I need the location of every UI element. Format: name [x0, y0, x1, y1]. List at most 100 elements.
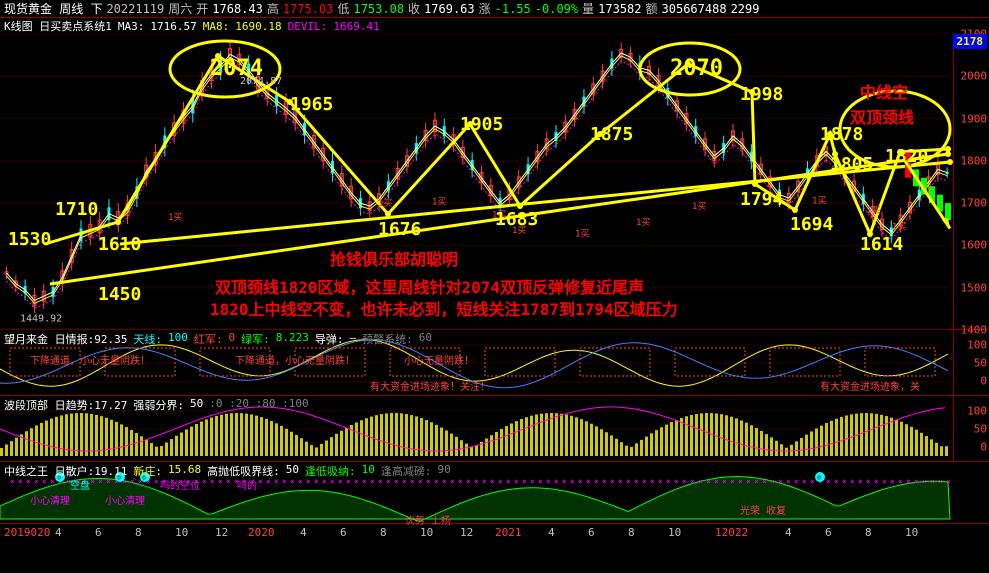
svg-text:×: × [754, 477, 759, 486]
panel1-note: 下降通道，小心无量阴跌！ [235, 352, 355, 367]
svg-text:×: × [450, 477, 455, 486]
svg-text:×: × [490, 477, 495, 486]
svg-text:×: × [722, 477, 727, 486]
indicator-panel-3[interactable]: 中线之王 日散户:19.11 新庄:15.68 高抛低吸界线:50 逢低吸纳:1… [0, 462, 989, 524]
weekday: 周六 [168, 0, 192, 17]
panel1-header: 望月来金 日情报:92.35 天线:100 红军:0 绿军:8.223 导弹:—… [4, 331, 432, 347]
indicator-panel-2[interactable]: 波段顶部 日趋势:17.27 强弱分界:50 :0 :20 :80 :100 1… [0, 396, 989, 462]
indicator-header-main: K线图 日买卖点系统1 MA3:1716.57 MA8:1690.18 DEVI… [0, 18, 989, 34]
kline-title: K线图 日买卖点系统1 [4, 18, 112, 34]
low-val: 1753.08 [353, 2, 404, 16]
time-tick: 10 [905, 526, 918, 539]
svg-text:×: × [850, 477, 855, 486]
time-tick: 12 [215, 526, 228, 539]
time-tick: 10 [420, 526, 433, 539]
panel1-yaxis: 100500 [953, 330, 989, 395]
volume-val: 173582 [598, 2, 641, 16]
panel3-note: 空盘 [70, 477, 90, 492]
time-axis: 2019020468101220204681012202146810120224… [0, 524, 989, 540]
panel2-header: 波段顶部 日趋势:17.27 强弱分界:50 :0 :20 :80 :100 [4, 397, 309, 413]
svg-text:×: × [674, 477, 679, 486]
indicator-panel-1[interactable]: 望月来金 日情报:92.35 天线:100 红军:0 绿军:8.223 导弹:—… [0, 330, 989, 396]
svg-text:×: × [634, 477, 639, 486]
svg-text:×: × [826, 477, 831, 486]
svg-text:×: × [874, 477, 879, 486]
svg-text:×: × [946, 477, 951, 486]
symbol-name[interactable]: 现货黄金 周线 下 [4, 0, 102, 17]
svg-text:1买: 1买 [378, 198, 392, 209]
svg-text:×: × [578, 477, 583, 486]
svg-text:×: × [618, 477, 623, 486]
svg-text:×: × [714, 477, 719, 486]
high-val: 1775.03 [283, 2, 334, 16]
svg-text:×: × [698, 477, 703, 486]
svg-text:×: × [530, 477, 535, 486]
svg-text:×: × [594, 477, 599, 486]
svg-text:×: × [730, 477, 735, 486]
time-tick: 8 [135, 526, 142, 539]
svg-text:×: × [770, 477, 775, 486]
svg-text:×: × [482, 477, 487, 486]
svg-text:×: × [538, 477, 543, 486]
svg-text:1买: 1买 [575, 228, 589, 239]
svg-text:×: × [586, 477, 591, 486]
time-tick: 8 [380, 526, 387, 539]
svg-text:×: × [474, 477, 479, 486]
extra-val: 2299 [731, 2, 760, 16]
change-val: -1.55 [495, 2, 531, 16]
svg-text:1买: 1买 [492, 210, 506, 221]
svg-text:×: × [706, 477, 711, 486]
time-tick: 2019020 [4, 526, 50, 539]
svg-text:×: × [682, 477, 687, 486]
svg-text:×: × [650, 477, 655, 486]
svg-text:×: × [690, 477, 695, 486]
time-tick: 8 [628, 526, 635, 539]
date: 20221119 [106, 2, 164, 16]
time-tick: 10 [668, 526, 681, 539]
svg-text:×: × [610, 477, 615, 486]
svg-text:2074.87: 2074.87 [240, 76, 282, 87]
y-axis-right: 21002000190018001700160015001400 [953, 34, 989, 329]
svg-text:×: × [602, 477, 607, 486]
svg-text:×: × [778, 477, 783, 486]
svg-text:×: × [642, 477, 647, 486]
svg-text:1买: 1买 [432, 197, 446, 208]
panel3-note: 吗的空位 [160, 477, 200, 492]
svg-text:1买: 1买 [692, 201, 706, 212]
svg-text:×: × [810, 477, 815, 486]
title-bar: 现货黄金 周线 下 20221119 周六 开1768.43 高1775.03 … [0, 0, 989, 18]
svg-text:×: × [746, 477, 751, 486]
svg-text:×: × [930, 477, 935, 486]
panel1-note: 有大资金进场迹象！关注！ [370, 378, 490, 393]
panel3-header: 中线之王 日散户:19.11 新庄:15.68 高抛低吸界线:50 逢低吸纳:1… [4, 463, 451, 479]
time-tick: 2021 [495, 526, 522, 539]
svg-text:×: × [506, 477, 511, 486]
time-tick: 4 [548, 526, 555, 539]
ma3-val: 1716.57 [150, 20, 196, 33]
time-tick: 8 [865, 526, 872, 539]
panel3-note: 吗的 [237, 477, 257, 492]
ma8-val: 1690.18 [235, 20, 281, 33]
svg-text:×: × [514, 477, 519, 486]
svg-text:×: × [762, 477, 767, 486]
svg-text:×: × [882, 477, 887, 486]
svg-text:×: × [938, 477, 943, 486]
main-price-chart[interactable]: 2074.871449.921买1买1买1买1买1买1买1买1买1买1买 210… [0, 34, 989, 330]
svg-text:×: × [906, 477, 911, 486]
svg-text:×: × [842, 477, 847, 486]
panel3-note: 小心清理 [30, 492, 70, 507]
time-tick: 4 [785, 526, 792, 539]
change-pct: -0.09% [535, 2, 578, 16]
svg-text:×: × [898, 477, 903, 486]
time-tick: 6 [340, 526, 347, 539]
svg-text:×: × [786, 477, 791, 486]
close-val: 1769.63 [424, 2, 475, 16]
svg-text:1买: 1买 [636, 217, 650, 228]
svg-text:1买: 1买 [812, 195, 826, 206]
svg-text:1买: 1买 [168, 212, 182, 223]
time-tick: 6 [95, 526, 102, 539]
time-tick: 4 [55, 526, 62, 539]
svg-text:1买: 1买 [892, 221, 906, 232]
svg-text:×: × [738, 477, 743, 486]
svg-text:×: × [866, 477, 871, 486]
